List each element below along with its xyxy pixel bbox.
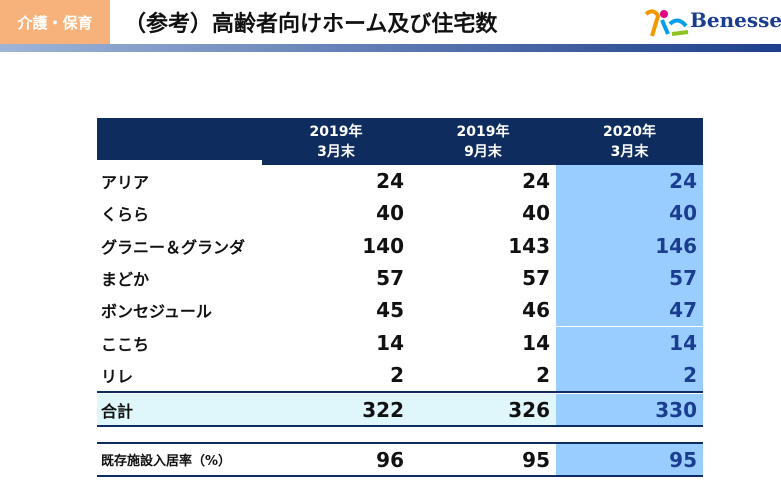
rule — [97, 475, 703, 477]
value-cell: 2 — [390, 362, 404, 387]
value-cell: 143 — [508, 233, 550, 258]
logo-icon — [644, 9, 689, 37]
value-cell: 322 — [362, 397, 404, 422]
row-label: くらら — [101, 205, 150, 225]
value-cell: 14 — [376, 330, 404, 355]
row-bg — [97, 394, 556, 426]
value-cell: 2 — [683, 362, 697, 387]
row-label: アリア — [101, 173, 150, 193]
value-cell: 40 — [522, 201, 550, 226]
value-cell: 46 — [522, 298, 550, 323]
value-cell: 40 — [376, 201, 404, 226]
logo-text: Benesse — [690, 8, 781, 32]
column-header-line: 2019年 — [309, 123, 363, 140]
value-cell: 140 — [362, 233, 404, 258]
row-label: ボンセジュール — [101, 302, 212, 322]
column-header-line: 3月末 — [317, 143, 355, 160]
rule — [97, 442, 703, 444]
column-header-line: 2019年 — [456, 123, 510, 140]
row-label: 既存施設入居率（%） — [101, 454, 232, 469]
value-cell: 57 — [669, 266, 697, 291]
row-label: 合計 — [101, 401, 134, 421]
highlight-cell — [556, 358, 703, 392]
value-cell: 330 — [655, 397, 697, 422]
column-header-line: 9月末 — [464, 143, 502, 160]
column-header: 2019年 9月末 — [410, 118, 556, 165]
column-header-line: 3月末 — [610, 143, 649, 160]
value-cell: 47 — [669, 298, 697, 323]
header-bg — [97, 118, 703, 165]
row-label: ここち — [101, 334, 150, 354]
highlight-cell — [556, 261, 703, 295]
value-cell: 96 — [376, 447, 404, 472]
highlight-cell — [556, 326, 703, 359]
row-label: リレ — [101, 366, 134, 386]
highlight-cell — [556, 444, 703, 475]
value-cell: 95 — [669, 447, 697, 472]
row-label: グラニー＆グランダ — [101, 237, 246, 257]
rule — [97, 425, 703, 428]
highlight-cell — [556, 165, 703, 198]
highlight-cell — [556, 394, 703, 426]
row-label: まどか — [101, 270, 150, 290]
header-strip — [97, 160, 262, 165]
column-header-line: 2020年 — [603, 123, 656, 140]
value-cell: 24 — [522, 169, 550, 194]
value-cell: 24 — [669, 169, 697, 194]
section-tag: 介護・保育 — [0, 0, 110, 44]
value-cell: 40 — [669, 201, 697, 226]
rule — [97, 391, 703, 394]
value-cell: 146 — [655, 233, 697, 258]
value-cell: 2 — [536, 362, 550, 387]
slide-title: （参考）高齢者向けホーム及び住宅数 — [124, 12, 498, 37]
header-bar — [0, 44, 781, 52]
highlight-cell — [556, 294, 703, 327]
value-cell: 95 — [522, 447, 550, 472]
value-cell: 326 — [508, 397, 550, 422]
value-cell: 14 — [669, 330, 697, 355]
highlight-cell — [556, 197, 703, 230]
value-cell: 14 — [522, 330, 550, 355]
column-header: 2019年 3月末 — [262, 118, 410, 165]
value-cell: 57 — [376, 266, 404, 291]
highlight-cell — [556, 229, 703, 262]
value-cell: 24 — [376, 169, 404, 194]
value-cell: 57 — [522, 266, 550, 291]
value-cell: 45 — [376, 298, 404, 323]
column-header: 2020年 3月末 — [556, 118, 703, 165]
